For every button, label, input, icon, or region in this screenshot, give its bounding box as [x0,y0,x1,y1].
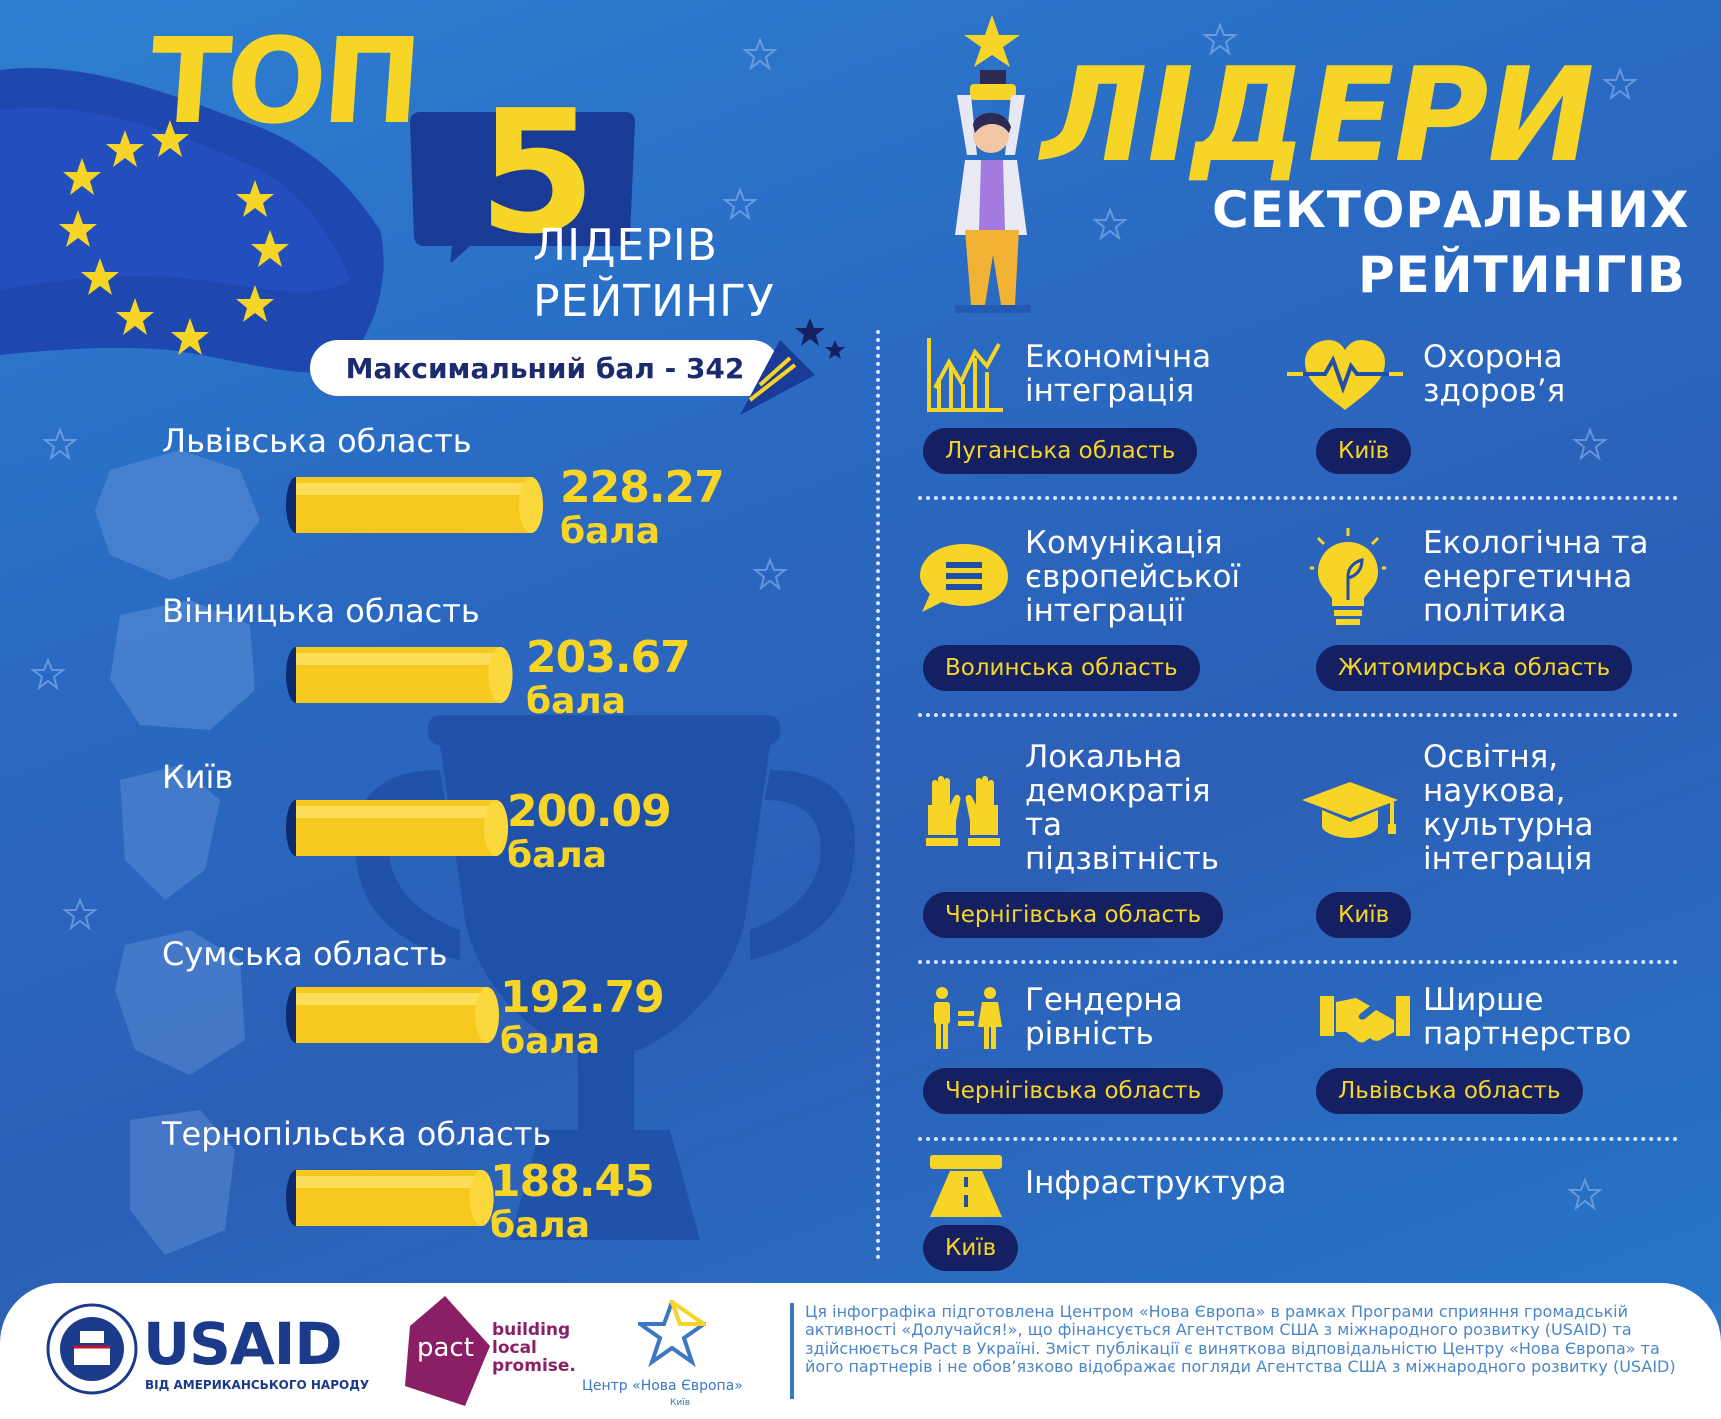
chart-growth-icon [927,338,1003,412]
region-label: Сумська область [162,935,448,973]
sector-name: Комунікація європейської інтеграції [1025,525,1241,630]
usaid-tagline: ВІД АМЕРИКАНСЬКОГО НАРОДУ [145,1378,370,1392]
sector-name: Охорона здоров’я [1423,339,1566,410]
score-unit-label: бала [490,1205,591,1246]
region-silhouette [95,450,260,580]
sectoral-subtitle-2: РЕЙТИНГІВ [1358,246,1687,304]
sector-name: Освітня, наукова, культурна інтеграція [1423,739,1594,878]
score-label: 192.79 [500,972,665,1023]
sector-winner-pill: Житомирська область [1316,645,1633,691]
leaders-subtitle-1: ЛІДЕРІВ [533,220,718,271]
footer-accent-line [790,1303,794,1399]
score-unit-label: бала [507,835,608,876]
bar [286,987,500,1043]
nova-europa-city: Київ [670,1398,691,1408]
nova-europa-star-icon [638,1300,706,1368]
footer-disclaimer: Ця інфографіка підготовлена Центром «Нов… [805,1302,1676,1377]
ranking-bar-chart [286,477,544,1226]
road-icon [930,1155,1002,1217]
sector-winner-pill: Чернігівська область [923,1068,1224,1114]
score-label: 200.09 [507,786,672,837]
bar [286,647,513,703]
leaders-title: ЛІДЕРИ [1026,39,1607,191]
sector-name: Локальна демократія та підзвітність [1025,739,1219,878]
bar [286,477,544,533]
eu-stars-icon [59,120,289,355]
gender-equality-icon [934,987,1002,1049]
score-label: 228.27 [560,462,725,513]
party-popper-icon [740,318,845,415]
region-silhouette [110,600,255,730]
sector-winner-pill: Київ [923,1225,1019,1271]
graduation-cap-icon [1302,782,1398,838]
heart-pulse-icon [1287,340,1403,410]
sector-winner-pill: Луганська область [923,428,1198,474]
chat-bubble-icon [920,544,1008,612]
sector-winner-pill: Львівська область [1316,1068,1583,1114]
score-unit-label: бала [526,681,627,722]
sector-name: Гендерна рівність [1025,982,1183,1053]
sector-name: Екологічна та енергетична політика [1423,525,1649,630]
row-divider [918,960,1678,964]
column-divider [876,330,880,1260]
bar [286,800,509,856]
region-label: Тернопільська область [162,1115,552,1153]
score-unit-label: бала [560,511,661,552]
eco-bulb-icon [1310,528,1386,625]
sector-name: Інфраструктура [1025,1165,1287,1201]
handshake-icon [1320,996,1410,1043]
region-silhouette [115,930,245,1075]
footer [0,1283,1721,1419]
leaders-subtitle-2: РЕЙТИНГУ [533,276,775,327]
region-silhouette [120,765,220,900]
sector-winner-pill: Київ [1316,892,1412,938]
pact-logo-icon: pact [405,1296,490,1406]
sector-name: Економічна інтеграція [1025,339,1212,410]
score-label: 188.45 [490,1156,655,1207]
sector-name: Ширше партнерство [1423,982,1632,1053]
sector-winner-pill: Волинська область [923,645,1200,691]
raised-hands-icon [926,776,1000,846]
row-divider [918,496,1678,500]
trophy-person-illustration [955,15,1031,313]
region-label: Вінницька область [162,592,480,630]
sector-winner-pill: Чернігівська область [923,892,1224,938]
score-unit-label: бала [500,1021,601,1062]
region-label: Київ [162,758,234,796]
usaid-logo: USAID [143,1310,342,1378]
row-divider [918,1137,1678,1141]
nova-europa-logo-text: Центр «Нова Європа» [582,1378,743,1394]
score-label: 203.67 [526,632,691,683]
region-label: Львівська область [162,422,472,460]
usaid-seal-icon [46,1303,138,1395]
row-divider [918,713,1678,717]
five-number: 5 [478,74,596,272]
sectoral-subtitle-1: СЕКТОРАЛЬНИХ [1212,181,1690,239]
region-silhouette [130,1110,235,1255]
max-score-pill: Максимальний бал - 342 [310,340,780,396]
speech-bubble-shape [410,112,635,262]
bar [286,1170,494,1226]
pact-tagline: building local promise. [492,1320,576,1376]
svg-text:pact: pact [417,1333,474,1363]
sector-winner-pill: Київ [1316,428,1412,474]
